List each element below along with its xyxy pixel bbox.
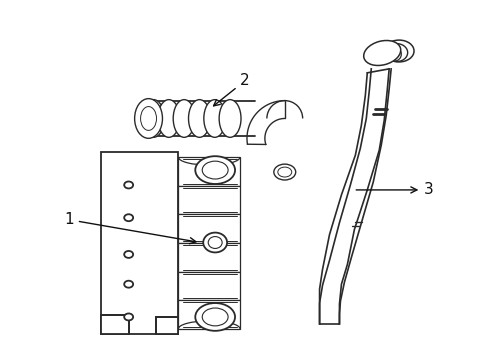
Bar xyxy=(178,215,240,243)
Ellipse shape xyxy=(124,281,133,288)
Bar xyxy=(155,317,178,334)
Bar xyxy=(101,315,128,334)
Bar xyxy=(178,272,240,300)
Ellipse shape xyxy=(277,167,291,177)
Bar xyxy=(178,300,240,329)
Bar xyxy=(101,152,178,334)
Text: 2: 2 xyxy=(213,73,249,106)
Ellipse shape xyxy=(124,314,133,320)
Ellipse shape xyxy=(124,181,133,188)
Ellipse shape xyxy=(368,46,395,64)
Text: 1: 1 xyxy=(64,212,196,244)
Ellipse shape xyxy=(202,161,227,179)
Ellipse shape xyxy=(158,100,180,137)
Text: 3: 3 xyxy=(355,183,433,197)
Ellipse shape xyxy=(208,237,222,248)
Ellipse shape xyxy=(273,164,295,180)
Bar xyxy=(178,243,240,272)
Ellipse shape xyxy=(372,50,391,64)
Ellipse shape xyxy=(134,99,162,138)
Ellipse shape xyxy=(195,303,235,331)
Ellipse shape xyxy=(195,156,235,184)
Ellipse shape xyxy=(173,100,195,137)
Ellipse shape xyxy=(203,233,226,252)
Ellipse shape xyxy=(363,40,400,66)
Ellipse shape xyxy=(188,100,210,137)
Ellipse shape xyxy=(124,214,133,221)
Ellipse shape xyxy=(219,100,241,137)
Ellipse shape xyxy=(124,251,133,258)
Ellipse shape xyxy=(202,308,227,326)
Ellipse shape xyxy=(203,100,225,137)
Ellipse shape xyxy=(142,100,164,137)
Bar xyxy=(178,186,240,215)
Bar xyxy=(178,157,240,186)
Ellipse shape xyxy=(141,107,156,130)
